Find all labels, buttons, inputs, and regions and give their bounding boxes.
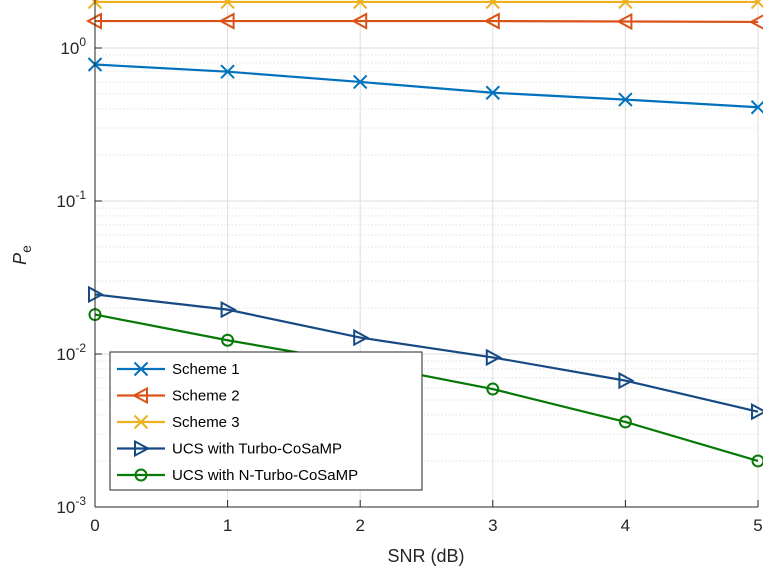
series-2 (85, 12, 763, 31)
x-tick-label: 4 (621, 516, 630, 535)
data-point (485, 85, 501, 100)
y-tick-base: 10 (60, 39, 79, 58)
y-tick-label: 100 (60, 35, 86, 58)
y-axis-label: Pe (10, 245, 34, 265)
legend-label: Scheme 2 (172, 388, 240, 405)
data-point (618, 371, 635, 390)
legend-marker (133, 414, 149, 430)
y-tick-base: 10 (56, 498, 75, 517)
y-axis-label-sub: e (18, 245, 34, 253)
legend-marker (133, 361, 149, 377)
y-tick-base: 10 (56, 345, 75, 364)
legend-label: UCS with Turbo-CoSaMP (172, 441, 342, 458)
data-point (351, 12, 368, 30)
data-point (221, 333, 235, 347)
legend-entry: UCS with N-Turbo-CoSaMP (117, 467, 358, 484)
legend-marker (134, 468, 148, 482)
x-tick-label: 1 (223, 516, 232, 535)
series-line (94, 63, 759, 109)
data-point (618, 415, 632, 429)
data-point (751, 402, 763, 421)
y-tick-label: 10-3 (56, 494, 86, 517)
data-point (352, 74, 368, 90)
x-axis-label: SNR (dB) (387, 546, 464, 566)
y-tick-exponent: -3 (75, 494, 86, 508)
data-point (220, 0, 235, 10)
series-line (94, 313, 759, 462)
data-point (220, 64, 235, 79)
legend-label: UCS with N-Turbo-CoSaMP (172, 467, 358, 484)
series-line (95, 19, 759, 24)
data-point (748, 14, 763, 30)
legend-entry: Scheme 2 (117, 386, 240, 405)
legend-entry: UCS with Turbo-CoSaMP (117, 439, 342, 458)
data-point (616, 12, 633, 31)
x-tick-label: 2 (355, 516, 364, 535)
series-line (94, 293, 759, 413)
data-point (618, 92, 633, 107)
x-tick-label: 5 (753, 516, 762, 535)
legend-entry: Scheme 3 (117, 414, 240, 431)
data-point (352, 0, 368, 10)
series-3 (87, 0, 763, 10)
x-tick-label: 0 (90, 516, 99, 535)
data-point (751, 454, 763, 468)
series-4 (88, 285, 763, 421)
y-tick-exponent: 0 (79, 35, 86, 49)
data-point (750, 0, 763, 10)
data-point (750, 100, 763, 115)
legend-label: Scheme 3 (172, 414, 240, 431)
y-tick-label: 10-2 (56, 341, 86, 364)
legend-entry: Scheme 1 (117, 361, 240, 378)
data-point (485, 348, 502, 367)
series-1 (87, 57, 763, 115)
data-point (353, 328, 370, 347)
y-axis-label-main: P (10, 253, 30, 265)
y-tick-label: 10-1 (56, 188, 86, 211)
legend: Scheme 1 Scheme 2 Scheme 3 UCS with Turbo-C… (109, 351, 423, 491)
data-point (218, 12, 235, 30)
data-point (483, 12, 500, 30)
y-tick-exponent: -1 (75, 188, 86, 202)
series-layer (85, 0, 763, 468)
legend-marker (131, 386, 148, 405)
data-point (486, 382, 500, 396)
data-point (485, 0, 501, 10)
data-point (220, 300, 237, 319)
legend-marker (134, 439, 151, 458)
y-tick-exponent: -2 (75, 341, 86, 355)
legend-label: Scheme 1 (172, 361, 240, 378)
x-tick-label: 3 (488, 516, 497, 535)
axes (94, 0, 759, 508)
y-tick-base: 10 (56, 192, 75, 211)
data-point (618, 0, 633, 10)
